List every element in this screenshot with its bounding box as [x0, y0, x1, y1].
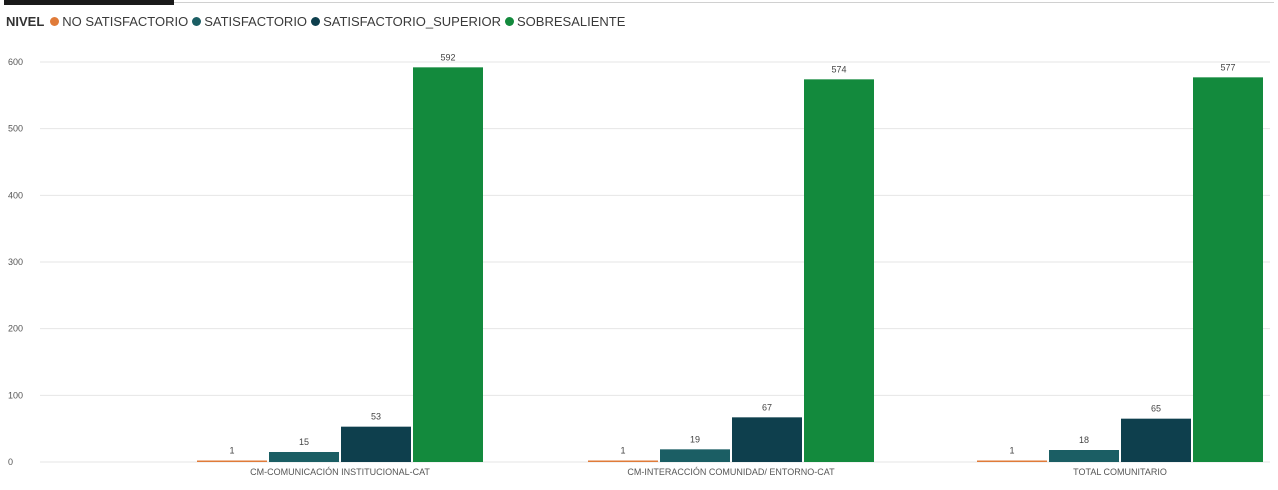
bar [732, 417, 802, 462]
y-tick-label: 100 [8, 390, 23, 400]
data-label: 65 [1151, 404, 1161, 414]
bar [1193, 77, 1263, 463]
x-tick-label: TOTAL COMUNITARIO [1073, 467, 1167, 477]
data-label: 592 [440, 52, 455, 62]
legend-item-satisfactorio-superior[interactable]: SATISFACTORIO_SUPERIOR [311, 14, 501, 29]
bar [1049, 450, 1119, 462]
bar-chart: 0 100 200 300 400 500 600 1 15 53 592 1 19 67 574 1 18 6… [8, 52, 1270, 477]
legend-marker-icon [505, 16, 515, 26]
bars [197, 67, 1263, 463]
data-label: 577 [1220, 62, 1235, 72]
data-label: 1 [1009, 446, 1014, 456]
bar [197, 460, 267, 462]
legend-item-satisfactorio[interactable]: SATISFACTORIO [192, 14, 307, 29]
legend-label: SOBRESALIENTE [517, 13, 626, 29]
legend-label: SATISFACTORIO_SUPERIOR [323, 13, 502, 29]
legend-marker-icon [50, 16, 60, 26]
data-label: 19 [690, 434, 700, 444]
gridlines [40, 61, 1270, 463]
y-tick-label: 0 [8, 457, 13, 467]
bar [269, 452, 339, 462]
bar [1121, 418, 1191, 462]
data-label: 574 [831, 64, 846, 74]
legend-title: NIVEL [6, 13, 45, 29]
data-label: 67 [762, 402, 772, 412]
y-tick-label: 400 [8, 190, 23, 200]
bar [977, 460, 1047, 462]
bar [341, 426, 411, 462]
legend-marker-icon [311, 16, 321, 26]
y-axis-ticks: 0 100 200 300 400 500 600 [8, 57, 23, 467]
y-tick-label: 600 [8, 57, 23, 67]
legend-item-no-satisfactorio[interactable]: NO SATISFACTORIO [50, 14, 188, 29]
legend-item-sobresaliente[interactable]: SOBRESALIENTE [505, 14, 625, 29]
data-label: 15 [299, 437, 309, 447]
x-tick-label: CM-INTERACCIÓN COMUNIDAD/ ENTORNO-CAT [627, 467, 835, 477]
active-tab-indicator [4, 0, 174, 5]
header-divider [174, 2, 1274, 3]
bar [804, 79, 874, 463]
data-labels: 1 15 53 592 1 19 67 574 1 18 65 577 [229, 52, 1235, 455]
data-label: 18 [1079, 435, 1089, 445]
chart-legend: NIVEL NO SATISFACTORIO SATISFACTORIO SAT… [6, 11, 629, 31]
bar [413, 67, 483, 462]
data-label: 1 [620, 446, 625, 456]
y-tick-label: 500 [8, 124, 23, 134]
y-tick-label: 300 [8, 257, 23, 267]
x-tick-label: CM-COMUNICACIÓN INSTITUCIONAL-CAT [250, 467, 430, 477]
y-tick-label: 200 [8, 324, 23, 334]
bar [588, 460, 658, 462]
legend-label: SATISFACTORIO [204, 13, 308, 29]
legend-label: NO SATISFACTORIO [62, 13, 189, 29]
legend-marker-icon [192, 16, 202, 26]
bar [660, 449, 730, 462]
x-axis-labels: CM-COMUNICACIÓN INSTITUCIONAL-CAT CM-INTE… [250, 467, 1167, 477]
data-label: 53 [371, 412, 381, 422]
data-label: 1 [229, 446, 234, 456]
